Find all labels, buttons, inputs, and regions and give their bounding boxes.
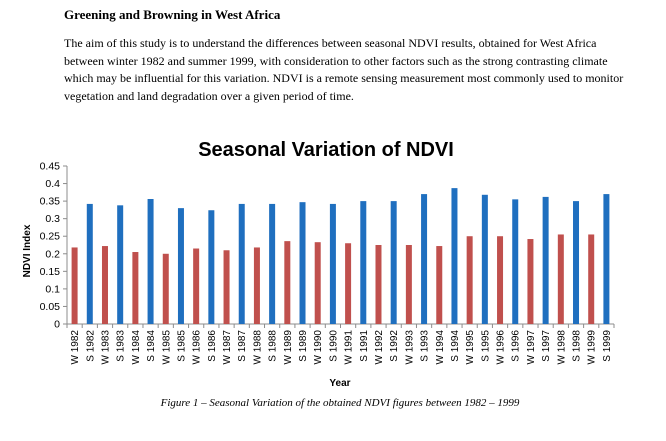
- chart-title: Seasonal Variation of NDVI: [198, 139, 454, 161]
- bar-s-1985: [177, 208, 184, 324]
- bar-s-1997: [542, 196, 549, 324]
- bar-w-1982: [71, 247, 78, 324]
- intro-paragraph: The aim of this study is to understand t…: [64, 36, 624, 103]
- bar-s-1987: [238, 203, 245, 324]
- bar-w-1986: [193, 248, 200, 324]
- y-tick-label: 0.15: [40, 266, 61, 278]
- x-tick-label: W 1985: [161, 330, 172, 365]
- x-tick-label: W 1986: [192, 330, 203, 365]
- bar-w-1987: [223, 250, 230, 324]
- bar-s-1992: [390, 201, 397, 324]
- x-tick-label: S 1988: [268, 330, 279, 362]
- y-axis-label: NDVI Index: [22, 224, 33, 277]
- y-tick-label: 0.2: [45, 248, 60, 260]
- x-tick-label: S 1990: [328, 330, 339, 362]
- x-tick-label: W 1999: [587, 330, 598, 365]
- x-tick-label: W 1991: [344, 330, 355, 365]
- x-axis-label: Year: [329, 378, 350, 389]
- bar-w-1998: [557, 234, 564, 324]
- x-tick-label: S 1996: [511, 330, 522, 362]
- x-tick-label: W 1994: [435, 330, 446, 365]
- bar-w-1994: [436, 246, 443, 324]
- bar-w-1997: [527, 239, 534, 324]
- x-tick-label: S 1987: [237, 330, 248, 362]
- bar-w-1988: [253, 247, 260, 324]
- x-tick-label: W 1992: [374, 330, 385, 365]
- bar-w-1983: [101, 246, 108, 324]
- y-axis-ticks: 0 0.05 0.1 0.15 0.2 0.25 0.3 0.35 0.4 0.45: [40, 161, 67, 331]
- bar-s-1995: [481, 194, 488, 324]
- x-tick-label: W 1998: [556, 330, 567, 365]
- y-tick-label: 0.45: [40, 161, 61, 173]
- x-tick-label: S 1998: [572, 330, 583, 362]
- bar-s-1986: [208, 210, 215, 324]
- x-tick-label: S 1992: [389, 330, 400, 362]
- bar-s-1983: [117, 205, 124, 324]
- bar-s-1998: [573, 201, 580, 324]
- figure-caption: Figure 1 – Seasonal Variation of the obt…: [160, 397, 520, 409]
- y-tick-label: 0.05: [40, 301, 61, 313]
- page-heading: Greening and Browning in West Africa: [64, 7, 281, 22]
- bar-s-1989: [299, 202, 306, 324]
- bar-s-1982: [86, 203, 93, 324]
- bar-s-1993: [421, 194, 428, 324]
- bar-w-1990: [314, 242, 321, 324]
- bar-w-1995: [466, 236, 473, 324]
- x-tick-label: W 1990: [313, 330, 324, 365]
- y-tick-label: 0: [54, 319, 60, 331]
- x-tick-label: S 1997: [541, 330, 552, 362]
- x-tick-label: S 1994: [450, 330, 461, 362]
- bar-s-1999: [603, 194, 610, 324]
- bar-w-1999: [588, 234, 595, 324]
- y-tick-label: 0.4: [45, 178, 60, 190]
- bar-w-1993: [405, 245, 412, 324]
- x-tick-label: S 1993: [420, 330, 431, 362]
- bar-s-1996: [512, 199, 519, 324]
- x-tick-label: S 1991: [359, 330, 370, 362]
- bar-w-1992: [375, 245, 382, 324]
- x-tick-label: W 1984: [131, 330, 142, 365]
- bar-w-1989: [284, 241, 291, 324]
- x-tick-label: W 1987: [222, 330, 233, 365]
- x-tick-label: S 1995: [480, 330, 491, 362]
- bar-s-1984: [147, 199, 154, 324]
- bar-w-1991: [345, 243, 352, 324]
- bar-w-1984: [132, 252, 139, 324]
- bar-s-1991: [360, 201, 367, 324]
- x-tick-label: S 1983: [116, 330, 127, 362]
- ndvi-bar-chart: Seasonal Variation of NDVI NDVI Index Ye…: [22, 139, 615, 389]
- bar-s-1988: [269, 203, 276, 324]
- x-tick-label: S 1986: [207, 330, 218, 362]
- y-tick-label: 0.1: [45, 283, 60, 295]
- x-tick-label: S 1985: [176, 330, 187, 362]
- x-axis-ticks: W 1982 S 1982 W 1983 S 1983 W 1984 S 1984 W 19…: [66, 324, 615, 365]
- bar-w-1996: [497, 236, 504, 324]
- x-tick-label: S 1984: [146, 330, 157, 362]
- x-tick-label: W 1989: [283, 330, 294, 365]
- bar-s-1990: [329, 203, 336, 324]
- x-tick-label: W 1997: [526, 330, 537, 365]
- y-tick-label: 0.35: [40, 196, 61, 208]
- x-tick-label: S 1999: [602, 330, 613, 362]
- y-tick-label: 0.3: [45, 213, 60, 225]
- x-tick-label: W 1996: [496, 330, 507, 365]
- bar-series: [71, 188, 610, 324]
- x-tick-label: S 1989: [298, 330, 309, 362]
- x-tick-label: S 1982: [85, 330, 96, 362]
- y-tick-label: 0.25: [40, 231, 61, 243]
- x-tick-label: W 1983: [100, 330, 111, 365]
- x-tick-label: W 1988: [252, 330, 263, 365]
- x-tick-label: W 1995: [465, 330, 476, 365]
- bar-s-1994: [451, 188, 458, 324]
- bar-w-1985: [162, 253, 169, 324]
- x-tick-label: W 1993: [404, 330, 415, 365]
- x-tick-label: W 1982: [70, 330, 81, 365]
